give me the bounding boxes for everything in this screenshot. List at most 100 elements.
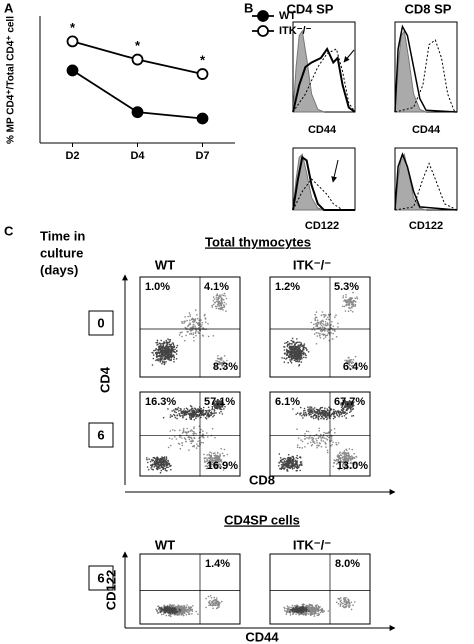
cell-dot xyxy=(185,440,187,443)
day-box xyxy=(88,565,114,591)
cell-dot xyxy=(323,316,326,318)
histogram-curve xyxy=(292,155,355,211)
cell-dot xyxy=(320,406,322,409)
cell-dot xyxy=(174,351,176,353)
cell-dot xyxy=(189,315,191,318)
cell-dot xyxy=(284,607,286,610)
cell-dot xyxy=(291,354,294,357)
cell-dot xyxy=(183,427,185,430)
cell-dot xyxy=(347,356,350,359)
cell-dot xyxy=(296,454,299,457)
cell-dot xyxy=(322,437,324,439)
cell-dot xyxy=(311,613,314,615)
cell-dot xyxy=(158,606,161,609)
cell-dot xyxy=(303,414,306,417)
cell-dot xyxy=(208,413,210,416)
arrow xyxy=(343,49,355,63)
quadrant-percent: 1.2% xyxy=(275,281,300,293)
cell-dot xyxy=(342,605,344,608)
cell-dot xyxy=(205,409,207,412)
cell-dot xyxy=(174,429,176,432)
cell-dot xyxy=(305,430,308,433)
cell-dot xyxy=(320,320,323,322)
cell-dot xyxy=(224,295,226,297)
histogram-curve xyxy=(292,48,356,113)
day-label: 0 xyxy=(97,315,104,330)
cell-dot xyxy=(285,462,288,465)
cell-dot xyxy=(184,414,186,416)
cell-dot xyxy=(168,614,171,617)
cell-dot xyxy=(313,329,316,331)
cell-dot xyxy=(316,322,318,325)
cell-dot xyxy=(350,359,353,361)
cell-dot xyxy=(321,311,324,313)
cell-dot xyxy=(354,364,356,367)
histogram-curve xyxy=(292,29,325,113)
cell-dot xyxy=(205,597,207,600)
cell-dot xyxy=(218,305,220,307)
cell-dot xyxy=(308,437,310,440)
cell-dot xyxy=(220,298,223,301)
cell-dot xyxy=(162,344,165,347)
cell-dot xyxy=(216,305,218,308)
cell-dot xyxy=(313,323,315,326)
cell-dot xyxy=(157,464,159,466)
cell-dot xyxy=(286,357,288,359)
cell-dot xyxy=(163,358,165,361)
cell-dot xyxy=(304,409,306,412)
cell-dot xyxy=(200,441,203,444)
cell-dot xyxy=(194,332,197,334)
cell-dot xyxy=(349,300,351,303)
cell-dot xyxy=(173,414,176,417)
day-box xyxy=(88,422,114,448)
cell-dot xyxy=(332,441,334,444)
cell-dot xyxy=(159,471,162,474)
cell-dot xyxy=(300,611,303,613)
cell-dot xyxy=(328,315,331,317)
cell-dot xyxy=(194,415,196,417)
cell-dot xyxy=(191,320,194,323)
cell-dot xyxy=(307,613,310,615)
cell-dot xyxy=(161,360,164,363)
cell-dot xyxy=(313,612,316,614)
cell-dot xyxy=(278,461,280,464)
data-point xyxy=(131,106,144,119)
cell-dot xyxy=(218,466,221,468)
cell-dot xyxy=(198,332,200,335)
cell-dot xyxy=(352,304,355,307)
cell-dot xyxy=(210,454,212,457)
cell-dot xyxy=(165,466,168,469)
cell-dot xyxy=(322,323,324,325)
cell-dot xyxy=(303,356,305,359)
cell-dot xyxy=(215,601,218,604)
cell-dot xyxy=(350,608,353,611)
cell-dot xyxy=(192,324,195,326)
cell-dot xyxy=(191,609,193,612)
cell-dot xyxy=(285,613,288,615)
cell-dot xyxy=(185,610,188,612)
cell-dot xyxy=(348,360,350,362)
cell-dot xyxy=(294,462,297,465)
cell-dot xyxy=(316,439,318,442)
cell-dot xyxy=(158,354,161,357)
cell-dot xyxy=(222,309,224,311)
cell-dot xyxy=(288,342,291,345)
cell-dot xyxy=(350,309,352,312)
cell-dot xyxy=(155,359,157,362)
cell-dot xyxy=(353,300,356,302)
cell-dot xyxy=(327,316,329,319)
cell-dot xyxy=(351,303,354,305)
cell-dot xyxy=(345,456,348,459)
cell-dot xyxy=(320,324,323,327)
cell-dot xyxy=(218,412,221,414)
cell-dot xyxy=(316,316,318,319)
cell-dot xyxy=(183,605,186,608)
cell-dot xyxy=(303,412,305,414)
cell-dot xyxy=(301,415,303,417)
cell-dot xyxy=(294,345,297,348)
cell-dot xyxy=(165,462,167,465)
significance-mark: * xyxy=(135,38,141,53)
cell-dot xyxy=(295,352,298,354)
cell-dot xyxy=(328,406,330,409)
cell-dot xyxy=(211,407,214,410)
